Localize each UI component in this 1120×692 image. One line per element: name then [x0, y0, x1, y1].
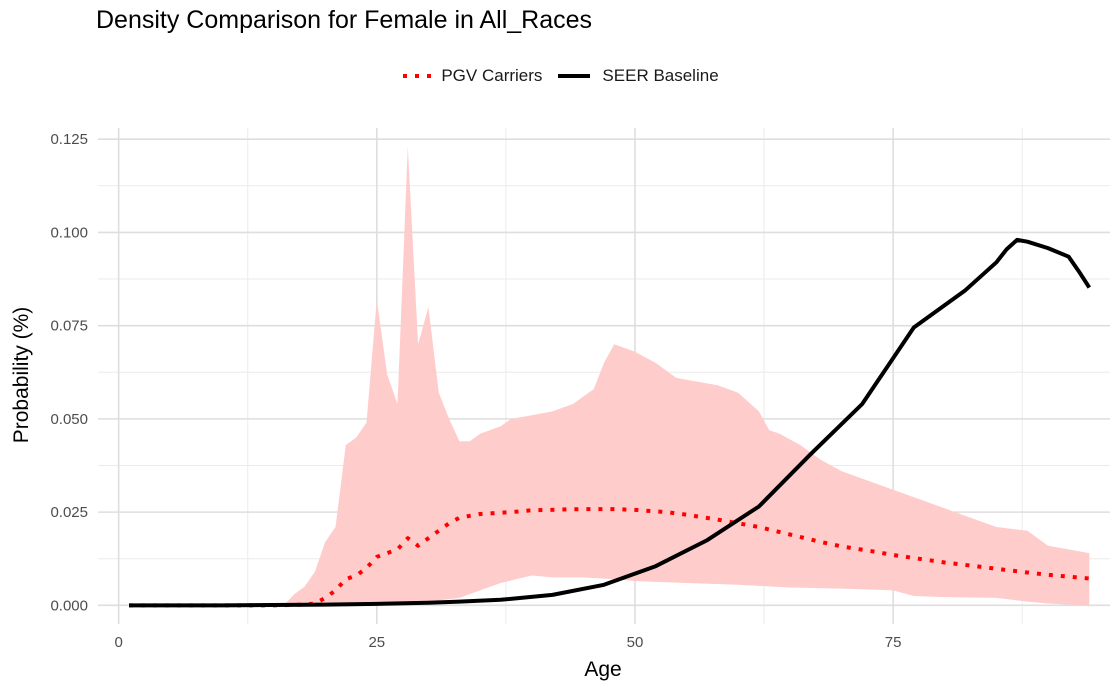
y-axis-title: Probability (%) — [10, 307, 33, 444]
x-tick-label: 25 — [368, 634, 385, 651]
legend-item-pgv: PGV Carriers — [401, 66, 542, 86]
legend: PGV Carriers SEER Baseline — [0, 66, 1120, 86]
y-tick-label: 0.050 — [50, 411, 88, 428]
tick-layer: 0 25 50 75 0.000 0.025 0.050 0.075 0.100 0.125 — [50, 131, 901, 651]
legend-label-seer: SEER Baseline — [602, 66, 719, 85]
pgv-carriers-ribbon — [283, 146, 1090, 606]
x-tick-label: 50 — [627, 634, 644, 651]
legend-label-pgv: PGV Carriers — [441, 66, 543, 85]
x-tick-label: 75 — [885, 634, 902, 651]
y-tick-label: 0.000 — [50, 597, 88, 614]
y-tick-label: 0.025 — [50, 504, 88, 521]
chart-title: Density Comparison for Female in All_Rac… — [96, 6, 593, 34]
x-axis-title: Age — [584, 658, 621, 681]
legend-key-pgv — [403, 74, 432, 78]
y-tick-label: 0.125 — [50, 131, 88, 148]
x-tick-label: 0 — [114, 634, 122, 651]
y-tick-label: 0.075 — [50, 318, 88, 335]
legend-key-seer — [558, 74, 591, 78]
legend-item-seer: SEER Baseline — [556, 66, 719, 86]
series-layer — [129, 237, 1091, 608]
seer-baseline-line — [129, 237, 1091, 608]
y-tick-label: 0.100 — [50, 224, 88, 241]
ribbon-layer — [283, 146, 1090, 606]
